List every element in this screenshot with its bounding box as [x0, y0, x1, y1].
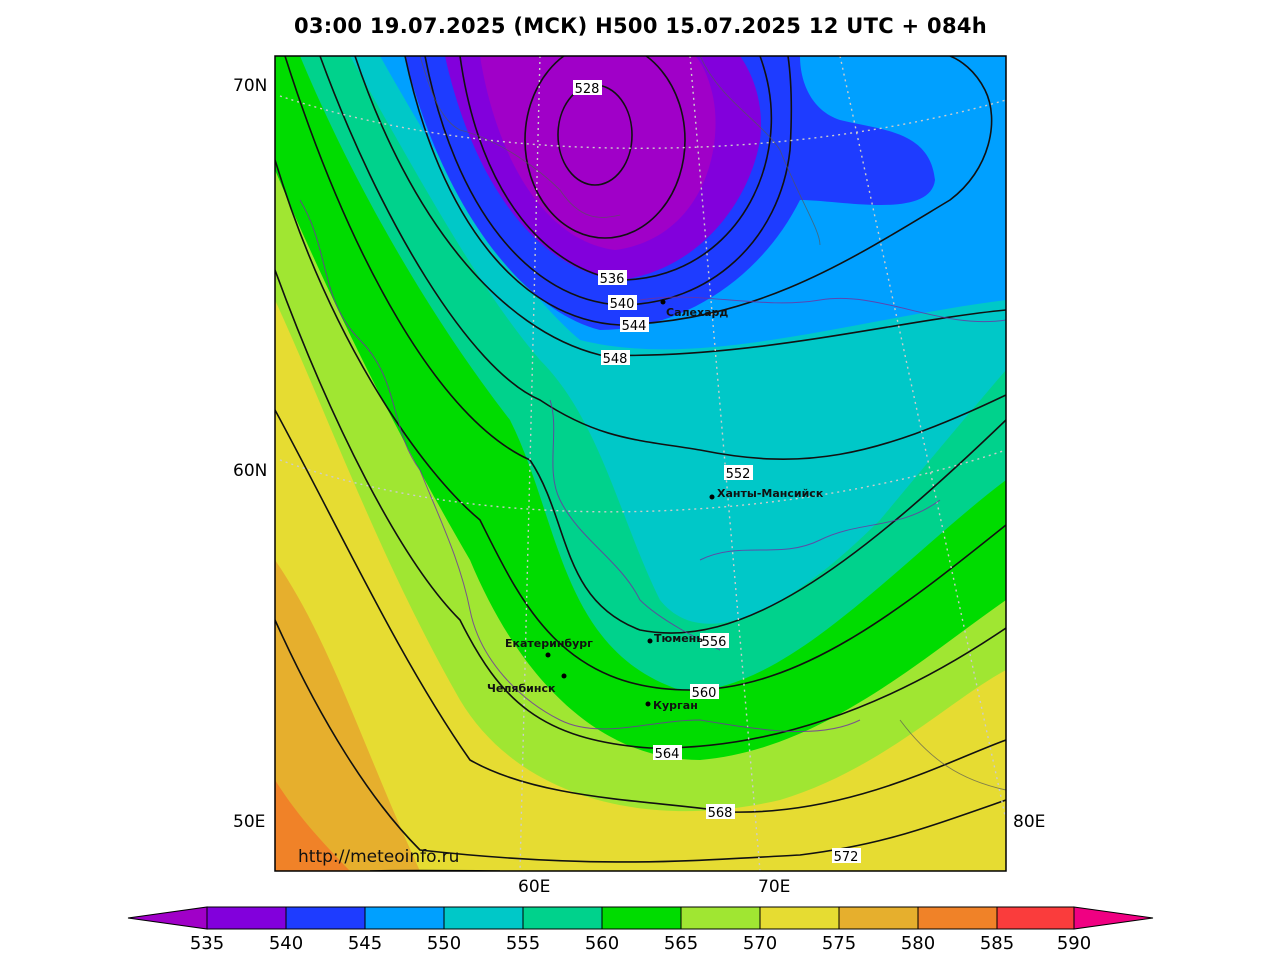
colorbar-segment: [759, 906, 840, 930]
colorbar-high-arrow: [1073, 906, 1154, 930]
colorbar-tick: 545: [348, 933, 382, 954]
colorbar-segment: [443, 906, 524, 930]
lat-label-70n: 70N: [233, 76, 267, 96]
contour-label-text: 564: [655, 747, 680, 762]
colorbar-tick: 585: [980, 933, 1014, 954]
city-tyumen: Тюмень: [647, 632, 703, 645]
city-salekhard: Салехард: [660, 299, 728, 319]
colorbar: [127, 906, 1154, 930]
colorbar-segment: [522, 906, 603, 930]
contour-label-text: 528: [575, 82, 600, 97]
city-yekaterinburg: Екатеринбург: [505, 637, 593, 658]
colorbar-low-arrow: [127, 906, 208, 930]
map-title: 03:00 19.07.2025 (МСК) H500 15.07.2025 1…: [293, 14, 988, 38]
city-label: Тюмень: [654, 632, 703, 645]
colorbar-segment: [364, 906, 445, 930]
city-label: Челябинск: [487, 682, 556, 695]
city-label: Екатеринбург: [505, 637, 593, 650]
city-kurgan: Курган: [645, 699, 698, 712]
contour-label-556: 556: [700, 633, 729, 650]
colorbar-segment: [917, 906, 998, 930]
contour-label-540: 540: [608, 295, 637, 312]
colorbar-segment: [996, 906, 1075, 930]
colorbar-tick: 555: [506, 933, 540, 954]
colorbar-tick: 575: [822, 933, 856, 954]
lon-label-70e: 70E: [758, 877, 790, 897]
contour-label-text: 548: [603, 352, 628, 367]
colorbar-tick: 580: [901, 933, 935, 954]
contour-label-528: 528: [573, 80, 602, 97]
city-chelyabinsk: Челябинск: [487, 673, 567, 695]
contour-label-text: 572: [834, 850, 859, 865]
colorbar-ticks: 535 540 545 550 555 560 565 570 575 580 …: [190, 933, 1091, 954]
contour-label-552: 552: [724, 465, 753, 482]
contour-label-text: 560: [692, 686, 717, 701]
cities: Салехард Ханты-Мансийск Тюмень Екатеринб…: [487, 299, 824, 712]
contour-label-560: 560: [690, 684, 719, 701]
city-label: Ханты-Мансийск: [717, 487, 824, 500]
axis-labels: 70N 60N 50E 60E 70E 80E: [233, 76, 1045, 897]
colorbar-tick: 535: [190, 933, 224, 954]
contour-label-564: 564: [653, 745, 682, 762]
city-label: Салехард: [666, 306, 728, 319]
watermark-text: http://meteoinfo.ru: [298, 847, 459, 867]
colorbar-tick: 550: [427, 933, 461, 954]
contour-label-text: 536: [600, 272, 625, 287]
colorbar-segment: [285, 906, 366, 930]
contour-label-572: 572: [832, 848, 861, 865]
lon-label-60e: 60E: [518, 877, 550, 897]
colorbar-tick: 565: [664, 933, 698, 954]
city-khanty-mansiysk: Ханты-Мансийск: [709, 487, 824, 500]
lon-label-80e: 80E: [1013, 812, 1045, 832]
city-label: Курган: [653, 699, 698, 712]
lat-label-50e: 50E: [233, 812, 265, 832]
colorbar-tick: 540: [269, 933, 303, 954]
colorbar-tick: 590: [1057, 933, 1091, 954]
contour-label-text: 568: [708, 806, 733, 821]
contour-label-text: 540: [610, 297, 635, 312]
contour-labels: 528 536 540 544 548 552 556 560 564 568 …: [573, 80, 861, 865]
contour-label-548: 548: [601, 350, 630, 367]
colorbar-segment: [206, 906, 287, 930]
lat-label-60n: 60N: [233, 461, 267, 481]
contour-label-544: 544: [620, 317, 649, 334]
contour-label-text: 544: [622, 319, 647, 334]
colorbar-segment: [838, 906, 919, 930]
contour-label-536: 536: [598, 270, 627, 287]
contour-label-text: 552: [726, 467, 751, 482]
map-frame: [274, 55, 1007, 872]
map-fill-layer: [275, 56, 1006, 871]
colorbar-segment: [680, 906, 761, 930]
colorbar-segment: [601, 906, 682, 930]
colorbar-tick: 570: [743, 933, 777, 954]
colorbar-tick: 560: [585, 933, 619, 954]
contour-label-text: 556: [702, 635, 727, 650]
contour-label-568: 568: [706, 804, 735, 821]
